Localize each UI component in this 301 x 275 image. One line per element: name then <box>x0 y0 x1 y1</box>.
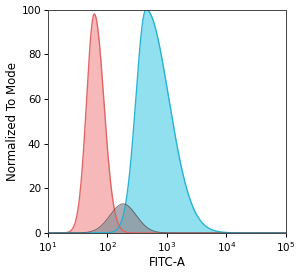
X-axis label: FITC-A: FITC-A <box>148 257 185 269</box>
Y-axis label: Normalized To Mode: Normalized To Mode <box>5 62 19 181</box>
